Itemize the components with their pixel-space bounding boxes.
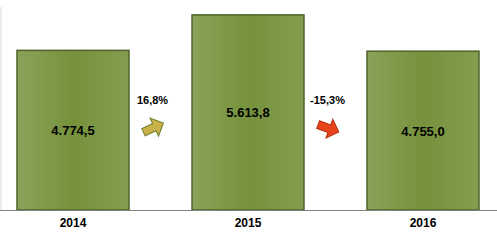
- x-tick-label: 2014: [60, 216, 87, 230]
- bar: [367, 51, 479, 210]
- x-axis-line: [0, 210, 497, 211]
- bar: [17, 50, 129, 210]
- data-label: 5.613,8: [226, 105, 269, 120]
- bar: [192, 15, 304, 210]
- change-arrow: [139, 114, 167, 141]
- change-label: 16,8%: [137, 94, 168, 106]
- arrow-shape: [139, 114, 167, 141]
- x-tick-label: 2016: [410, 216, 437, 230]
- change-label: -15,3%: [310, 94, 345, 106]
- arrow-shape: [315, 115, 343, 141]
- change-arrow: [315, 115, 343, 141]
- x-tick-label: 2015: [235, 216, 262, 230]
- y-axis-line: [1, 7, 2, 210]
- data-label: 4.755,0: [401, 124, 444, 139]
- chart: 4.774,5 5.613,8 4.755,0 2014 2015 2016 16,8% -1…: [0, 0, 497, 240]
- bars: [17, 15, 479, 210]
- data-label: 4.774,5: [51, 123, 94, 138]
